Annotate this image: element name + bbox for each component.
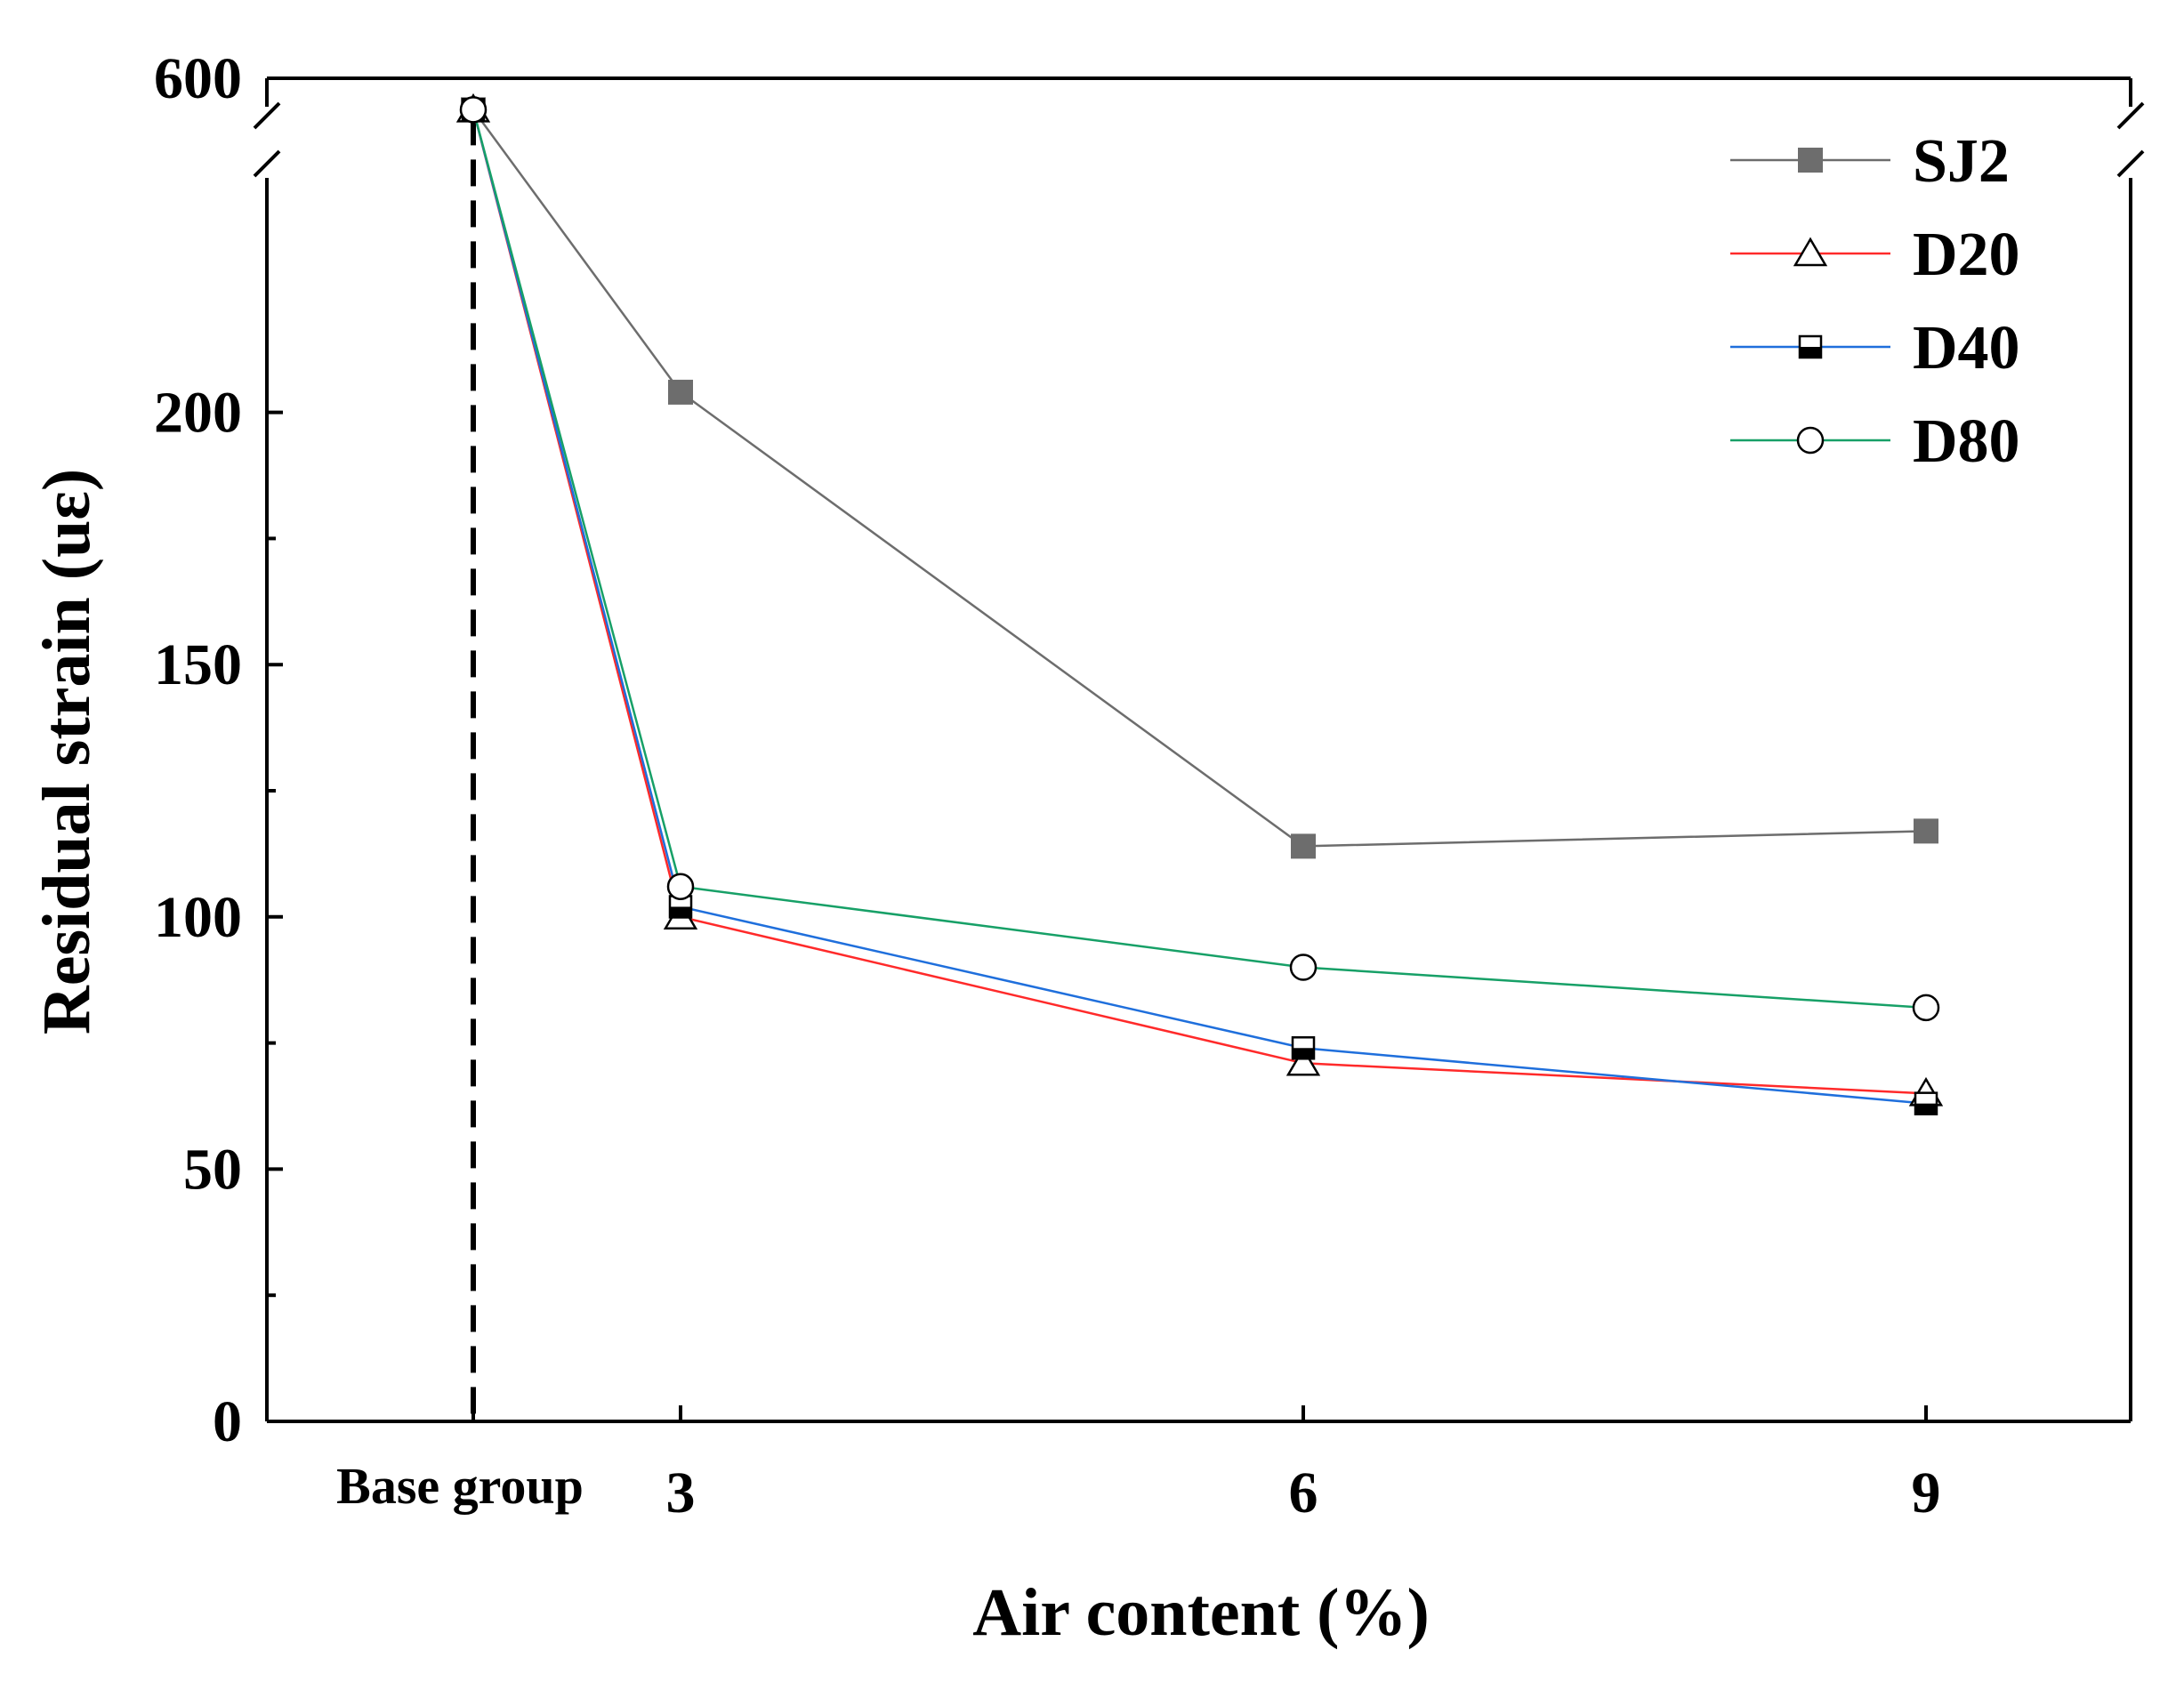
series-line-d40 bbox=[471, 109, 1927, 1105]
y-tick-label: 100 bbox=[154, 885, 242, 950]
data-point-d40 bbox=[1291, 1036, 1316, 1060]
legend-label: D80 bbox=[1913, 407, 2020, 476]
y-tick-label: 50 bbox=[183, 1137, 242, 1202]
break-slash bbox=[2116, 101, 2145, 130]
x-tick-label: 3 bbox=[666, 1461, 696, 1525]
x-axis-title: Air content (%) bbox=[972, 1575, 1430, 1650]
y-axis-title: Residual strain (uε) bbox=[29, 469, 104, 1034]
y-tick-label: 200 bbox=[154, 381, 242, 446]
series-line-sj2 bbox=[471, 109, 1927, 848]
data-point-d80 bbox=[1912, 994, 1940, 1022]
legend-item-sj2: SJ2 bbox=[1730, 127, 2010, 196]
y-tick-label: 0 bbox=[213, 1389, 242, 1454]
y-tick-label: 600 bbox=[154, 46, 242, 111]
data-point-d80 bbox=[459, 96, 488, 124]
legend-label: SJ2 bbox=[1913, 127, 2010, 196]
data-point-d40 bbox=[1914, 1091, 1938, 1115]
legend-label: D40 bbox=[1913, 314, 2020, 382]
axes: 0 50 100 150 200 600 Base group 3 6 9 bbox=[154, 46, 2145, 1525]
break-slash bbox=[2116, 149, 2145, 178]
data-point-d80 bbox=[666, 873, 695, 901]
data-point-sj2 bbox=[668, 379, 693, 405]
data-point-d20 bbox=[1285, 1046, 1321, 1076]
legend-marker bbox=[1793, 237, 1828, 267]
y-axis-break-mark bbox=[253, 101, 281, 178]
y-tick-label: 150 bbox=[154, 632, 242, 697]
x-tick-label: Base group bbox=[336, 1457, 584, 1515]
legend-marker bbox=[1798, 334, 1823, 359]
data-point-sj2 bbox=[1291, 833, 1316, 859]
data-point-sj2 bbox=[1914, 818, 1938, 844]
legend-label: D20 bbox=[1913, 221, 2020, 289]
legend-marker bbox=[1798, 148, 1823, 173]
legend-marker bbox=[1796, 426, 1825, 455]
legend-item-d20: D20 bbox=[1730, 221, 2020, 289]
legend: SJ2 D20 D40 D80 bbox=[1730, 127, 2020, 476]
x-tick-label: 9 bbox=[1912, 1461, 1941, 1525]
data-point-d80 bbox=[1289, 954, 1318, 981]
right-axis-break-mark bbox=[2116, 101, 2145, 178]
series-lines bbox=[455, 93, 1944, 1115]
series-line-d20 bbox=[471, 109, 1927, 1095]
x-tick-label: 6 bbox=[1289, 1461, 1318, 1525]
break-slash bbox=[253, 149, 281, 178]
break-slash bbox=[253, 101, 281, 130]
series-line-d80 bbox=[471, 109, 1927, 1010]
legend-item-d40: D40 bbox=[1730, 314, 2020, 382]
legend-item-d80: D80 bbox=[1730, 407, 2020, 476]
